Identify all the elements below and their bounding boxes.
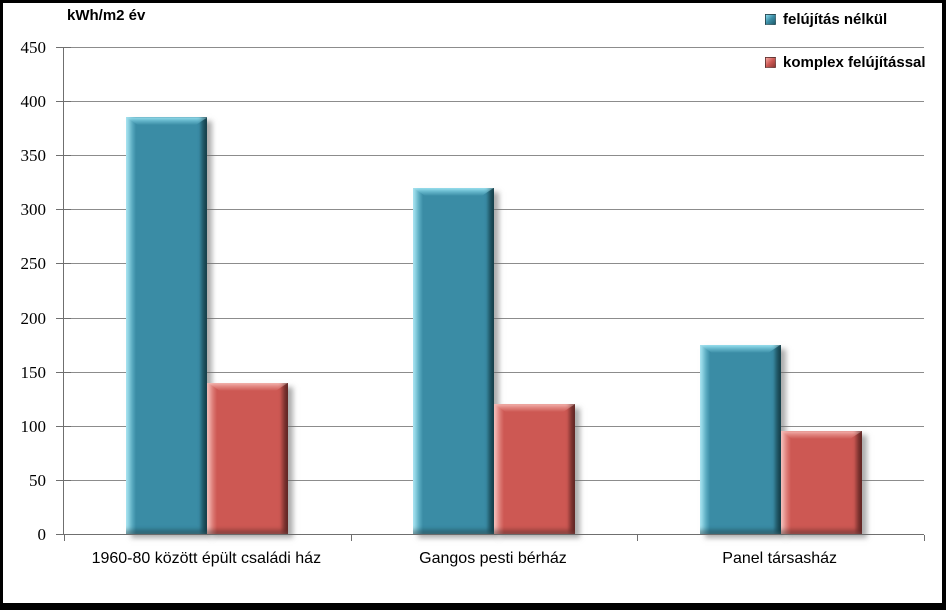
y-axis-tick xyxy=(56,101,71,103)
y-axis-tick xyxy=(56,209,71,211)
legend-swatch-icon xyxy=(765,57,776,68)
y-axis-tick xyxy=(56,371,71,373)
bar-series1-cat2 xyxy=(780,431,862,534)
y-tick-label: 300 xyxy=(20,200,47,220)
bar-series0-cat2 xyxy=(699,344,781,534)
category-label: Gangos pesti bérház xyxy=(419,550,567,567)
y-tick-label: 0 xyxy=(37,525,47,544)
gridline xyxy=(64,101,924,103)
legend-label: felújítás nélkül xyxy=(783,11,888,28)
legend-item-1: komplex felújítással xyxy=(765,54,926,71)
y-tick-label: 150 xyxy=(20,362,47,382)
category-label: 1960-80 között épült családi ház xyxy=(91,550,322,567)
category-boundary-tick xyxy=(637,535,639,541)
chart-title: kWh/m2 év xyxy=(67,7,146,24)
gridline xyxy=(64,317,924,319)
y-axis-tick xyxy=(56,47,71,48)
bar-series1-cat0 xyxy=(207,382,289,534)
y-tick-label: 100 xyxy=(20,416,47,436)
y-axis-tick xyxy=(56,317,71,319)
legend-item-0: felújítás nélkül xyxy=(765,11,926,28)
gridline xyxy=(64,209,924,211)
legend: felújítás nélkül komplex felújítással xyxy=(765,11,926,71)
legend-swatch-icon xyxy=(765,14,776,25)
y-axis-tick xyxy=(56,155,71,157)
y-axis-tick xyxy=(56,263,71,265)
gridline xyxy=(64,155,924,157)
y-tick-label: 200 xyxy=(20,308,47,328)
y-tick-label: 50 xyxy=(29,470,46,490)
category-boundary-tick xyxy=(64,535,65,541)
gridline xyxy=(64,371,924,373)
category-boundary-tick xyxy=(924,535,925,541)
bar-series0-cat0 xyxy=(126,117,208,534)
legend-label: komplex felújítással xyxy=(783,54,926,71)
y-axis-tick xyxy=(56,534,71,535)
y-tick-label: 250 xyxy=(20,254,47,274)
category-boundary-tick xyxy=(350,535,352,541)
category-label: Panel társasház xyxy=(722,550,838,567)
plot-area xyxy=(56,47,925,541)
bar-series0-cat1 xyxy=(413,187,494,534)
y-tick-label: 350 xyxy=(20,146,47,166)
y-axis-tick xyxy=(56,425,71,427)
gridline xyxy=(64,47,924,48)
y-tick-label: 400 xyxy=(20,92,47,112)
gridline xyxy=(64,263,924,265)
y-axis-tick xyxy=(56,479,71,481)
bar-series1-cat1 xyxy=(494,404,575,534)
y-tick-label: 450 xyxy=(20,38,47,57)
